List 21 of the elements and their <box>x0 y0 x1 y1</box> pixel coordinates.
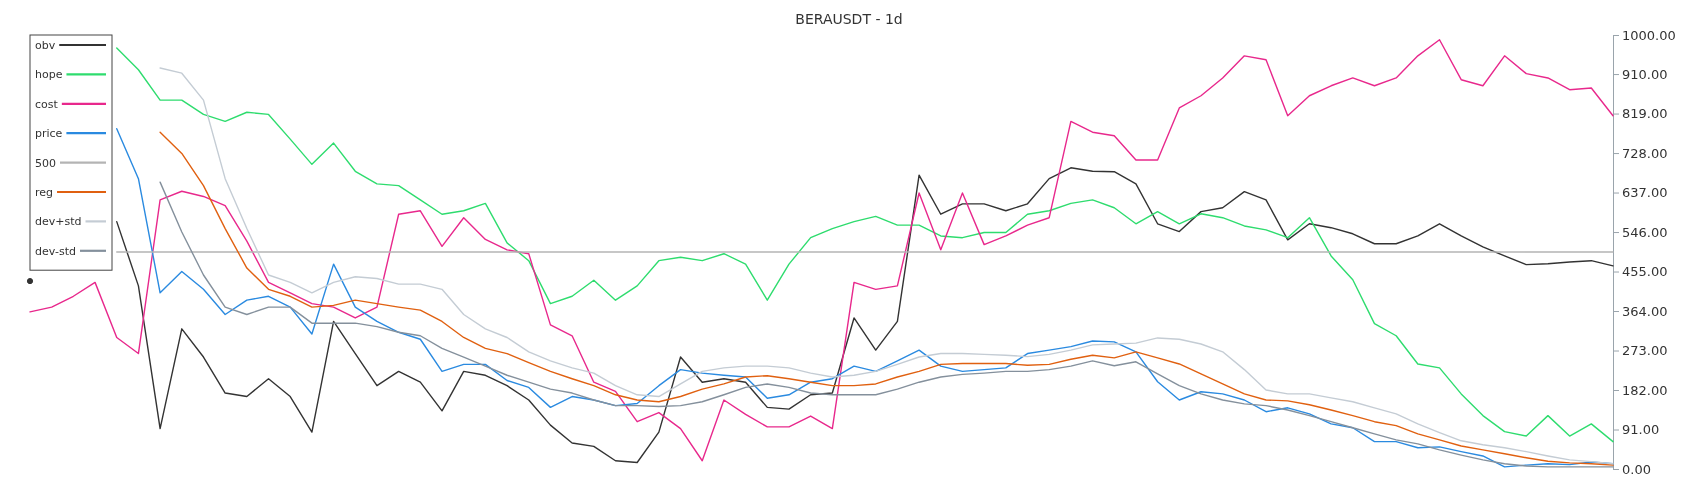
legend-label: reg <box>35 186 54 199</box>
legend-label: obv <box>35 39 56 52</box>
y-tick-label: 273.00 <box>1622 343 1668 359</box>
y-tick-label: 819.00 <box>1622 106 1668 122</box>
legend-label: cost <box>35 97 59 111</box>
legend-label: dev+std <box>35 215 82 229</box>
y-tick-label: 910.00 <box>1622 66 1668 82</box>
legend-label: dev-std <box>35 244 76 258</box>
legend-label: 500 <box>35 156 56 170</box>
y-tick-label: 0.00 <box>1622 461 1651 477</box>
chart-title: BERAUSDT - 1d <box>795 11 903 27</box>
y-tick-label: 455.00 <box>1622 264 1668 280</box>
y-tick-label: 728.00 <box>1622 145 1668 161</box>
legend-label: hope <box>35 68 63 82</box>
y-tick-label: 637.00 <box>1622 185 1668 201</box>
y-tick-label: 546.00 <box>1622 224 1668 240</box>
y-tick-label: 182.00 <box>1622 382 1668 398</box>
y-tick-label: 364.00 <box>1622 303 1668 319</box>
legend-label: price <box>35 127 63 141</box>
y-tick-label: 91.00 <box>1622 422 1660 438</box>
y-tick-label: 1000.00 <box>1622 27 1676 43</box>
